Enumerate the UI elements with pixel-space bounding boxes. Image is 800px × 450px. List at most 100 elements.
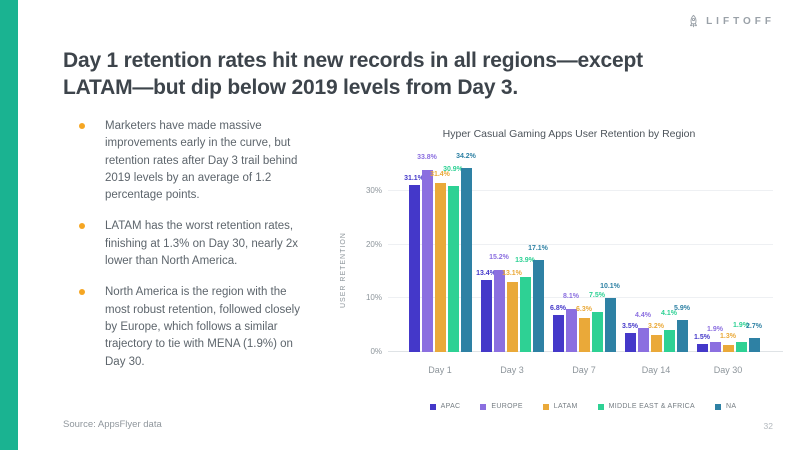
legend-item: EUROPE <box>480 403 522 410</box>
bar <box>663 329 675 352</box>
bar <box>480 280 492 352</box>
legend-swatch <box>429 403 436 410</box>
bullet-dot-icon <box>79 289 85 296</box>
bar-value-label: 6.8% <box>550 305 566 313</box>
page-number: 32 <box>763 421 773 431</box>
bar-value-label: 31.1% <box>404 174 424 182</box>
chart-title: Hyper Casual Gaming Apps User Retention … <box>442 128 696 140</box>
x-category-label: Day 30 <box>713 365 743 375</box>
bar <box>447 186 459 352</box>
bar <box>676 320 688 352</box>
bar-value-label: 7.5% <box>589 291 605 299</box>
x-category-label: Day 7 <box>572 365 596 375</box>
x-category-label: Day 1 <box>428 365 452 375</box>
bar-value-label: 10.1% <box>600 282 620 290</box>
bar <box>722 345 734 352</box>
bar <box>493 270 505 352</box>
bar-value-label: 1.3% <box>720 333 736 341</box>
y-tick-label: 30% <box>365 185 382 195</box>
liftoff-logo: LIFTOFF <box>687 14 775 29</box>
legend-label: MIDDLE EAST & AFRICA <box>608 403 695 410</box>
bar <box>519 277 531 352</box>
gridline <box>388 189 773 191</box>
bullet-text: LATAM has the worst retention rates, fin… <box>105 220 299 268</box>
bar <box>460 168 472 352</box>
y-tick-label: 0% <box>370 347 382 356</box>
bar <box>421 170 433 352</box>
gridline <box>388 297 773 299</box>
bar-value-label: 2.7% <box>746 322 762 330</box>
bar <box>506 281 518 352</box>
y-axis-title: USER RETENTION <box>340 232 347 308</box>
bar <box>696 343 708 352</box>
bar-value-label: 15.2% <box>489 254 509 262</box>
legend-label: EUROPE <box>491 403 523 410</box>
bar-value-label: 4.4% <box>635 312 651 320</box>
bullet-text: North America is the region with the mos… <box>105 286 300 368</box>
bar <box>552 315 564 352</box>
legend-label: NA <box>726 403 737 410</box>
logo-text: LIFTOFF <box>706 16 775 27</box>
legend-swatch <box>597 403 604 410</box>
y-tick-label: 10% <box>365 293 382 303</box>
legend-item: NA <box>715 403 736 410</box>
bullet-item: North America is the region with the mos… <box>63 284 333 370</box>
bar-value-label: 1.9% <box>707 325 723 333</box>
bar <box>591 311 603 352</box>
legend-swatch <box>715 403 721 410</box>
bar-value-label: 13.1% <box>502 269 522 277</box>
bar-value-label: 30.9% <box>443 166 463 174</box>
bar <box>532 260 544 352</box>
bar-value-label: 1.9% <box>733 321 749 329</box>
bar-value-label: 3.2% <box>648 322 664 330</box>
bar-value-label: 13.4% <box>476 270 496 278</box>
legend-label: APAC <box>440 403 461 410</box>
bar <box>709 341 721 352</box>
bar-value-label: 8.1% <box>563 292 579 300</box>
bullet-dot-icon <box>79 123 85 129</box>
x-category-label: Day 3 <box>500 365 524 375</box>
bar <box>735 341 747 352</box>
bar <box>565 308 577 352</box>
bullet-dot-icon <box>79 223 85 230</box>
bar <box>604 297 616 352</box>
bar-value-label: 31.4% <box>430 171 450 179</box>
legend-item: MIDDLE EAST & AFRICA <box>597 403 695 410</box>
x-category-label: Day 14 <box>641 365 671 375</box>
bullet-item: Marketers have made massive improvements… <box>63 118 333 204</box>
bar-value-label: 4.1% <box>661 309 677 317</box>
bar-value-label: 17.1% <box>528 245 548 253</box>
bullet-list: Marketers have made massive improvements… <box>63 118 333 385</box>
bar-value-label: 34.2% <box>456 153 476 161</box>
bar-value-label: 3.5% <box>622 323 638 331</box>
title-line-1: Day 1 retention rates hit new records in… <box>63 49 643 72</box>
title-line-2: LATAM—but dip below 2019 levels from Day… <box>63 76 519 99</box>
bar-value-label: 33.8% <box>417 154 437 162</box>
bar-value-label: 5.9% <box>674 305 690 313</box>
legend-swatch <box>542 403 549 410</box>
bar-value-label: 6.3% <box>576 306 592 314</box>
bar <box>637 328 649 352</box>
legend-item: APAC <box>429 403 461 410</box>
bar <box>650 334 662 352</box>
legend-item: LATAM <box>542 403 578 410</box>
bar <box>578 318 590 352</box>
legend-label: LATAM <box>553 403 578 410</box>
rocket-icon <box>687 14 700 29</box>
bar-value-label: 13.9% <box>515 257 535 265</box>
accent-bar <box>0 0 18 450</box>
legend-swatch <box>480 403 487 410</box>
bar-value-label: 1.5% <box>694 333 710 341</box>
bar <box>408 184 420 352</box>
bar <box>624 333 636 352</box>
page-title: Day 1 retention rates hit new records in… <box>63 47 743 101</box>
plot-area: 0% 10% 20% 30% 31.1% 33.8% 31.4% 30.9% 34.2% Day … <box>366 153 783 375</box>
bullet-text: Marketers have made massive improvements… <box>105 120 298 202</box>
bullet-item: LATAM has the worst retention rates, fin… <box>63 218 333 270</box>
bar <box>434 183 446 352</box>
legend: APAC EUROPE LATAM MIDDLE EAST & AFRICA NA <box>388 403 778 410</box>
y-tick-label: 20% <box>365 239 382 249</box>
gridline <box>388 243 773 245</box>
source-note: Source: AppsFlyer data <box>63 419 162 430</box>
chart: Hyper Casual Gaming Apps User Retention … <box>338 122 800 427</box>
